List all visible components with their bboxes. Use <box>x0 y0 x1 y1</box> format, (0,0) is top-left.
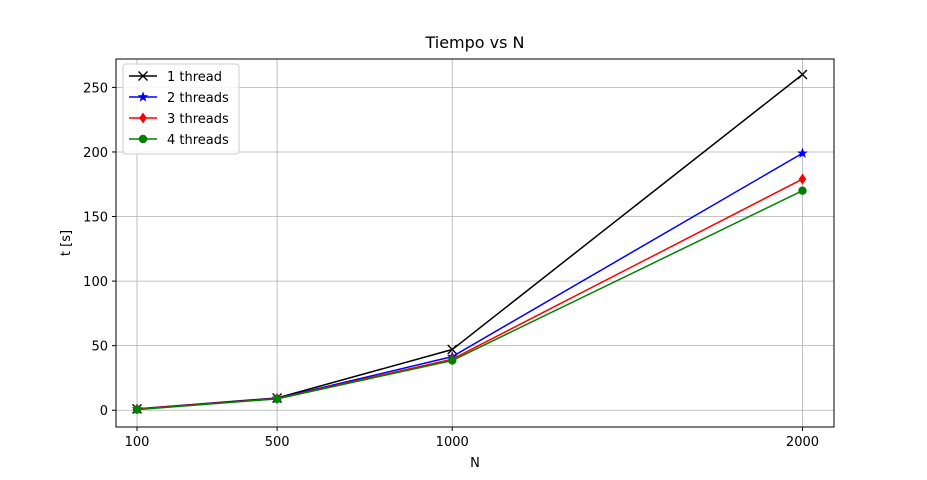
series-line <box>136 190 803 411</box>
data-point <box>448 356 457 365</box>
data-point <box>132 405 142 414</box>
y-tick-label: 250 <box>83 81 108 96</box>
x-axis-label: N <box>470 456 480 471</box>
series-4 <box>132 186 807 414</box>
y-tick-label: 50 <box>91 340 108 355</box>
x-tick-label: 1000 <box>436 435 469 450</box>
y-axis-label: t [s] <box>59 230 74 256</box>
ticks: 100 500 1000 2000 0 50 100 150 200 250 <box>83 81 819 450</box>
legend-label: 3 threads <box>167 112 229 127</box>
legend-marker <box>139 112 147 124</box>
x-tick-label: 2000 <box>786 435 819 450</box>
data-point <box>797 69 808 80</box>
chart-title: Tiempo vs N <box>424 33 524 52</box>
legend-label: 2 threads <box>167 91 229 106</box>
data-point <box>797 147 808 158</box>
legend: 1 thread 2 threads 3 threads 4 threads <box>122 63 240 155</box>
legend-label: 4 threads <box>167 133 229 148</box>
legend-label: 1 thread <box>167 70 222 85</box>
data-point <box>447 344 458 355</box>
legend-box <box>122 63 240 155</box>
legend-entry: 3 threads <box>129 112 229 127</box>
data-point <box>798 173 807 185</box>
legend-entry: 1 thread <box>129 70 222 85</box>
plot-frame <box>115 58 835 428</box>
y-tick-label: 150 <box>83 211 108 226</box>
x-tick-label: 500 <box>265 435 290 450</box>
x-tick-label: 100 <box>125 435 150 450</box>
y-tick-label: 200 <box>83 146 108 161</box>
legend-marker <box>137 91 149 102</box>
series-layer <box>131 69 808 415</box>
legend-marker <box>138 71 148 81</box>
series-line <box>136 178 803 410</box>
legend-entry: 2 threads <box>129 91 229 106</box>
data-point <box>798 186 807 195</box>
y-tick-label: 100 <box>83 275 108 290</box>
legend-entry: 4 threads <box>129 133 229 148</box>
y-tick-label: 0 <box>100 404 108 419</box>
grid <box>116 59 834 427</box>
legend-marker <box>138 134 148 144</box>
data-point <box>272 394 282 404</box>
